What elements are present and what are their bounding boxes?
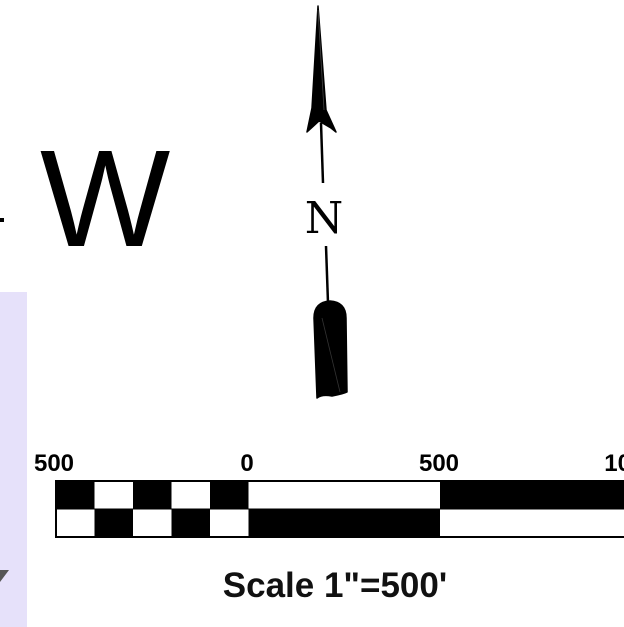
- north-label: N: [305, 193, 344, 244]
- scale-tick-label: 1000: [604, 450, 624, 477]
- expand-arrow-icon[interactable]: [0, 570, 9, 582]
- north-arrow-icon: N: [305, 5, 348, 399]
- edge-mark: [0, 218, 4, 222]
- west-label: W: [40, 122, 170, 276]
- scale-tick-label: 0: [240, 450, 253, 477]
- scale-caption: Scale 1"=500': [222, 566, 448, 605]
- scale-tick-label: 500: [419, 450, 459, 477]
- scale-bar: 500 0 500 1000: [34, 450, 624, 538]
- scale-tick-label: 500: [34, 450, 74, 477]
